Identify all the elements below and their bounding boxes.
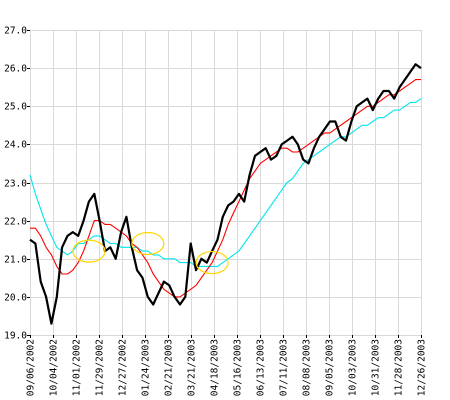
series-line-red bbox=[30, 79, 421, 298]
series-line-black bbox=[29, 63, 422, 325]
x-tick-label: 10/31/2003 bbox=[371, 339, 382, 396]
x-tick-label: 04/18/2003 bbox=[210, 339, 221, 396]
x-tick-label: 03/21/2003 bbox=[187, 339, 198, 396]
x-tick-label: 12/27/2002 bbox=[118, 339, 129, 396]
x-tick-label: 10/03/2003 bbox=[348, 339, 359, 396]
x-tick-label: 05/16/2003 bbox=[233, 339, 244, 396]
y-tick-label: 25.0 bbox=[4, 102, 27, 113]
x-tick-label: 01/24/2003 bbox=[141, 339, 152, 396]
series-line-cyan bbox=[29, 98, 422, 267]
x-tick-label: 08/08/2003 bbox=[302, 339, 313, 396]
annotation-ellipse bbox=[131, 231, 165, 256]
series-group bbox=[29, 63, 422, 325]
y-tick-label: 23.0 bbox=[4, 179, 27, 190]
x-tick-label: 11/28/2003 bbox=[394, 339, 405, 396]
y-axis: 19.0 20.0 21.0 22.0 23.0 24.0 25.0 26.0 27.0 bbox=[4, 26, 30, 342]
x-tick-label: 06/13/2003 bbox=[256, 339, 267, 396]
x-tick-label: 11/01/2002 bbox=[72, 339, 83, 396]
y-tick-label: 27.0 bbox=[4, 26, 27, 37]
annotation-ellipse bbox=[72, 239, 106, 263]
x-tick-label: 11/29/2002 bbox=[95, 339, 106, 396]
x-tick-label: 07/11/2003 bbox=[279, 339, 290, 396]
x-tick-label: 12/26/2003 bbox=[417, 339, 428, 396]
y-tick-label: 21.0 bbox=[4, 255, 27, 266]
y-tick-label: 24.0 bbox=[4, 140, 27, 151]
x-tick-label: 02/21/2003 bbox=[164, 339, 175, 396]
x-tick-label: 10/04/2002 bbox=[49, 339, 60, 396]
x-axis: 09/06/2002 10/04/2002 11/01/2002 11/29/2002… bbox=[26, 335, 428, 396]
y-tick-label: 20.0 bbox=[4, 293, 27, 304]
x-tick-label: 09/06/2002 bbox=[26, 339, 37, 396]
y-tick-label: 22.0 bbox=[4, 217, 27, 228]
y-tick-label: 19.0 bbox=[4, 331, 27, 342]
annotations bbox=[72, 231, 229, 275]
y-tick-label: 26.0 bbox=[4, 64, 27, 75]
x-tick-label: 09/05/2003 bbox=[325, 339, 336, 396]
annotation-ellipse bbox=[195, 250, 229, 275]
